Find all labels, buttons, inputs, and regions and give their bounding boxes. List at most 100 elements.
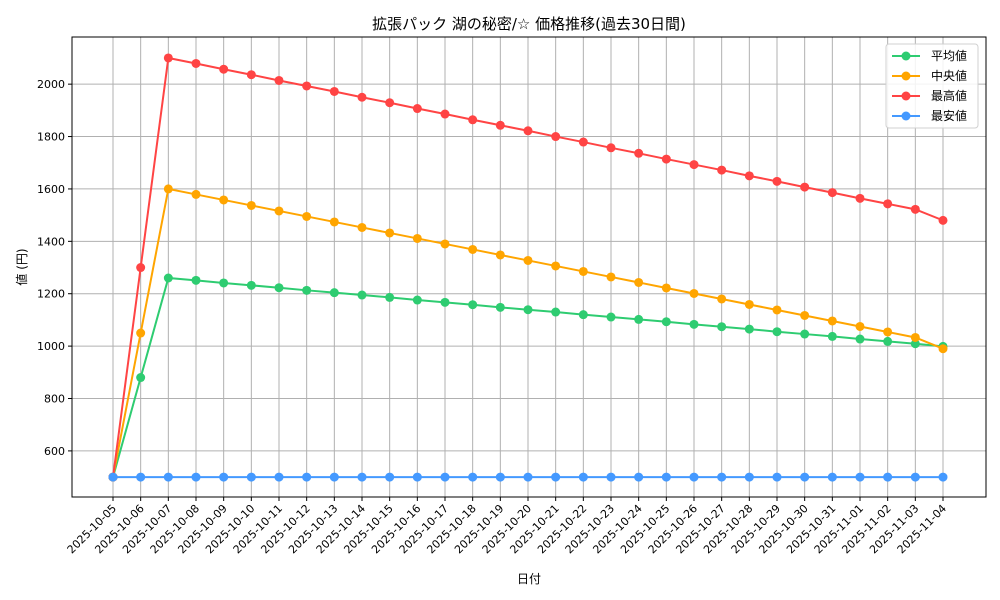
data-point xyxy=(136,328,146,338)
data-point xyxy=(246,280,256,290)
data-point xyxy=(689,288,699,298)
data-point xyxy=(910,339,920,349)
y-axis-ticks: 600 800 1000 1200 1400 1600 1800 2000 xyxy=(37,78,72,458)
data-point xyxy=(551,132,561,142)
data-point xyxy=(827,316,837,326)
data-point xyxy=(883,472,893,482)
data-point xyxy=(551,261,561,271)
data-point xyxy=(772,472,782,482)
data-point xyxy=(551,472,561,482)
x-axis-label: 日付 xyxy=(517,572,541,586)
data-point xyxy=(855,472,865,482)
data-point xyxy=(744,299,754,309)
legend-label: 中央値 xyxy=(931,68,967,83)
legend-marker-icon xyxy=(901,111,911,121)
data-point xyxy=(717,165,727,175)
data-point xyxy=(717,294,727,304)
data-point xyxy=(772,327,782,337)
legend-label: 平均値 xyxy=(931,48,967,63)
data-point xyxy=(938,472,948,482)
data-point xyxy=(578,310,588,320)
data-point xyxy=(412,233,422,243)
y-tick-label: 2000 xyxy=(37,78,65,91)
legend-item: 最高値 xyxy=(892,88,967,103)
data-point xyxy=(412,104,422,114)
data-point xyxy=(495,472,505,482)
data-point xyxy=(551,307,561,317)
data-point xyxy=(302,81,312,91)
data-point xyxy=(606,472,616,482)
legend-item: 最安値 xyxy=(892,108,967,123)
data-point xyxy=(274,206,284,216)
data-point xyxy=(495,302,505,312)
data-point xyxy=(910,332,920,342)
data-point xyxy=(219,195,229,205)
data-point xyxy=(772,176,782,186)
data-point xyxy=(634,314,644,324)
data-point xyxy=(274,283,284,293)
data-point xyxy=(495,120,505,130)
data-point xyxy=(219,64,229,74)
data-point xyxy=(855,334,865,344)
data-point xyxy=(606,312,616,322)
data-point xyxy=(385,292,395,302)
data-point xyxy=(717,472,727,482)
data-point xyxy=(163,273,173,283)
legend-marker-icon xyxy=(901,91,911,101)
data-point xyxy=(938,344,948,354)
data-point xyxy=(689,319,699,329)
data-point xyxy=(578,137,588,147)
data-point xyxy=(661,472,671,482)
plot-area-frame xyxy=(71,36,987,498)
data-point xyxy=(634,472,644,482)
y-tick-label: 1600 xyxy=(37,183,65,196)
data-point xyxy=(661,283,671,293)
y-tick-label: 1800 xyxy=(37,131,65,144)
data-point xyxy=(108,472,118,482)
data-point xyxy=(938,215,948,225)
series-最安値 xyxy=(108,472,948,482)
data-point xyxy=(412,472,422,482)
data-point xyxy=(191,58,201,68)
data-point xyxy=(357,92,367,102)
data-point xyxy=(440,297,450,307)
data-point xyxy=(606,143,616,153)
y-tick-label: 1200 xyxy=(37,288,65,301)
data-point xyxy=(827,188,837,198)
data-point xyxy=(163,184,173,194)
y-tick-label: 1000 xyxy=(37,340,65,353)
data-point xyxy=(800,310,810,320)
data-point xyxy=(191,275,201,285)
y-tick-label: 1400 xyxy=(37,235,65,248)
chart-title: 拡張パック 湖の秘密/☆ 価格推移(過去30日間) xyxy=(372,15,686,33)
data-point xyxy=(634,148,644,158)
data-point xyxy=(274,75,284,85)
data-point xyxy=(827,331,837,341)
data-point xyxy=(302,472,312,482)
y-axis-label: 値 (円) xyxy=(14,248,29,285)
data-point xyxy=(136,472,146,482)
legend-marker-icon xyxy=(901,71,911,81)
data-point xyxy=(246,70,256,80)
data-point xyxy=(357,290,367,300)
data-point xyxy=(163,472,173,482)
legend-item: 平均値 xyxy=(892,48,967,63)
data-point xyxy=(191,472,201,482)
data-point xyxy=(246,472,256,482)
data-point xyxy=(800,182,810,192)
x-axis-ticks: 2025-10-052025-10-062025-10-072025-10-08… xyxy=(65,497,949,556)
legend-box xyxy=(885,43,979,129)
data-point xyxy=(578,266,588,276)
legend-label: 最高値 xyxy=(931,88,967,103)
data-point xyxy=(163,53,173,63)
data-point xyxy=(302,211,312,221)
data-point xyxy=(523,255,533,265)
data-point xyxy=(274,472,284,482)
data-series xyxy=(108,53,948,482)
series-最高値 xyxy=(108,53,948,482)
data-point xyxy=(440,472,450,482)
data-point xyxy=(717,322,727,332)
series-平均値 xyxy=(108,273,948,482)
data-point xyxy=(219,278,229,288)
